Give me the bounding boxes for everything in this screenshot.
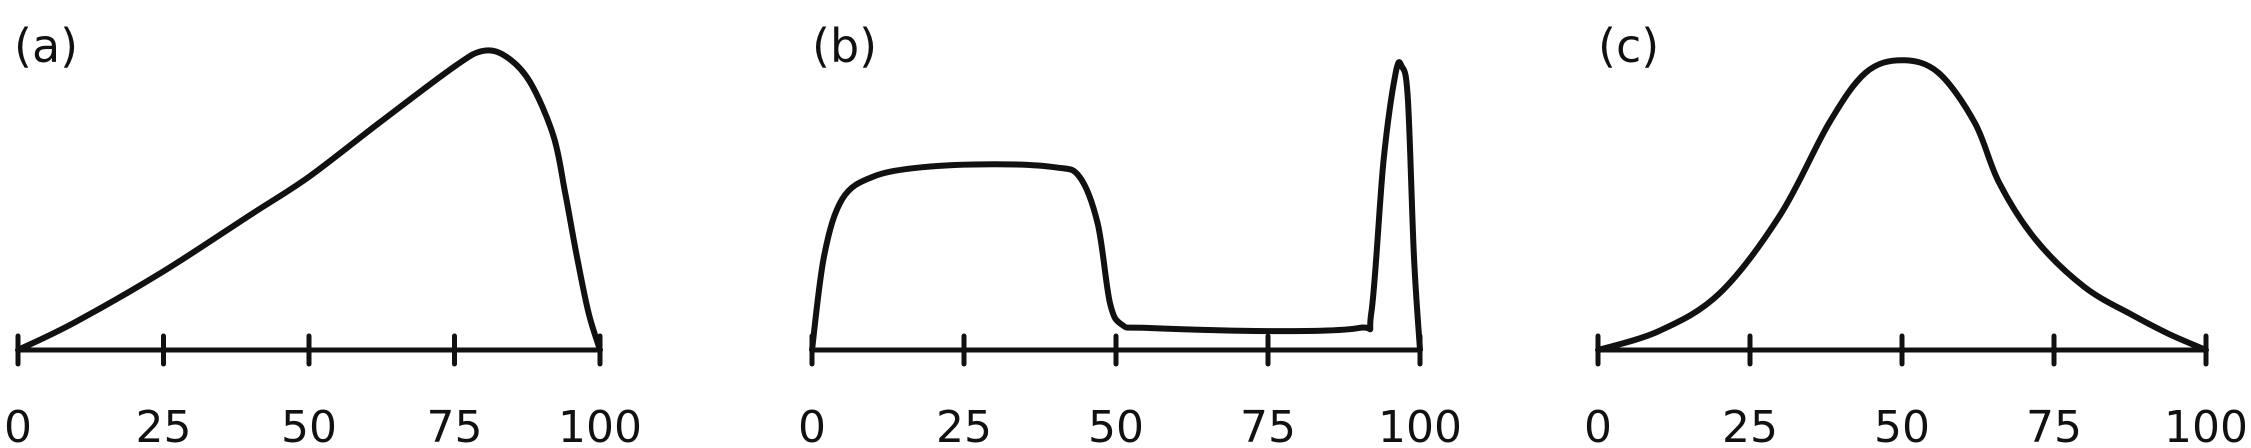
x-tick-label: 100	[1378, 402, 1462, 448]
x-tick-label: 50	[281, 402, 337, 448]
x-tick-label: 75	[2026, 402, 2082, 448]
x-tick-label: 25	[136, 402, 192, 448]
series-line	[1595, 57, 2209, 353]
x-tick-label: 0	[4, 402, 32, 448]
panel-label: (c)	[1598, 19, 1659, 73]
panel-c: (c) 0 25 50 75 100	[1584, 19, 2248, 448]
x-tick-label: 75	[1240, 402, 1296, 448]
x-tick-label: 100	[558, 402, 642, 448]
x-tick-label: 75	[427, 402, 483, 448]
x-tick-label: 25	[1722, 402, 1778, 448]
panel-label: (a)	[14, 19, 78, 73]
panel-a: (a) 0 25 50 75 100	[4, 19, 642, 448]
series-line	[809, 59, 1423, 353]
x-tick-label: 0	[1584, 402, 1612, 448]
series-line	[15, 47, 603, 353]
x-tick-label: 25	[936, 402, 992, 448]
panel-label: (b)	[812, 19, 877, 73]
x-tick-label: 50	[1874, 402, 1930, 448]
panel-b: (b) 0 25 50 75 100	[798, 19, 1462, 448]
x-tick-label: 100	[2164, 402, 2248, 448]
x-tick-label: 50	[1088, 402, 1144, 448]
x-tick-label: 0	[798, 402, 826, 448]
